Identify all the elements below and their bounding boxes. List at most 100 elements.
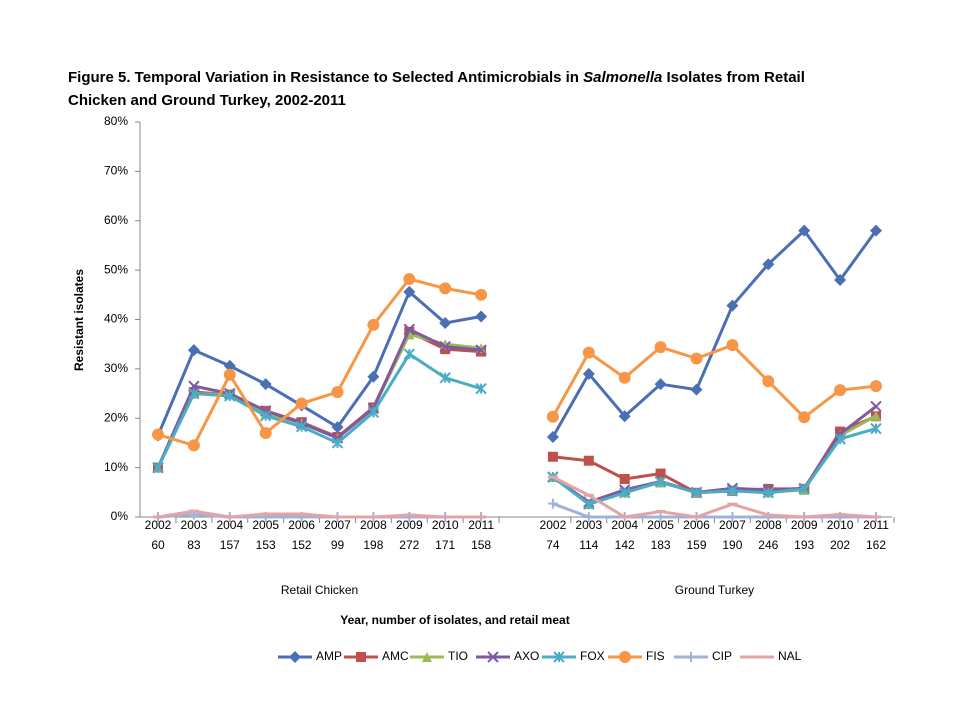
marker-shape	[798, 224, 811, 237]
marker	[475, 288, 488, 301]
legend-label: TIO	[448, 649, 468, 663]
y-tick-label: 20%	[104, 410, 128, 424]
marker-shape	[331, 386, 344, 399]
marker-shape	[152, 461, 164, 474]
marker-shape	[727, 512, 738, 522]
x-tick-label: 2009	[791, 518, 818, 532]
marker	[618, 487, 631, 499]
marker	[475, 382, 487, 395]
marker	[547, 451, 558, 462]
marker-shape	[762, 375, 775, 388]
marker-shape	[871, 410, 881, 421]
marker	[547, 498, 558, 509]
marker	[259, 378, 272, 391]
x-tick-label: 2004	[216, 518, 243, 532]
legend-label: AMC	[382, 649, 409, 663]
marker	[295, 420, 308, 433]
series-line	[551, 427, 877, 506]
legend-label: FIS	[646, 649, 665, 663]
marker-shape	[726, 485, 739, 497]
marker-shape	[439, 316, 452, 329]
y-tick-label: 50%	[104, 262, 128, 276]
marker	[762, 258, 775, 271]
marker-shape	[583, 455, 594, 466]
marker-shape	[403, 285, 416, 298]
marker-shape	[870, 400, 882, 413]
marker-shape	[762, 487, 775, 499]
marker	[259, 427, 272, 440]
x-tick-label: 2007	[324, 518, 351, 532]
marker	[583, 455, 594, 466]
marker-shape	[690, 383, 703, 396]
marker-shape	[367, 370, 380, 383]
marker-shape	[582, 367, 595, 380]
marker	[583, 512, 594, 522]
x-tick-label: 2011	[863, 518, 889, 532]
marker	[762, 375, 775, 388]
chart-title: Figure 5. Temporal Variation in Resistan…	[68, 69, 805, 86]
marker	[726, 339, 739, 352]
x-axis-title: Year, number of isolates, and retail mea…	[340, 613, 569, 627]
marker-shape	[289, 651, 301, 663]
chart-title: Chicken and Ground Turkey, 2002-2011	[68, 92, 346, 109]
marker	[834, 274, 847, 286]
x-tick-label: 2004	[611, 518, 638, 532]
y-axis-title: Resistant isolates	[72, 269, 86, 371]
marker	[870, 224, 882, 237]
marker-shape	[547, 498, 558, 509]
marker-shape	[224, 390, 236, 402]
series-line	[157, 277, 482, 447]
title-part: Isolates from Retail	[662, 69, 805, 86]
marker-shape	[618, 487, 631, 499]
title-part: Salmonella	[583, 69, 662, 86]
x-tick-label: 153	[256, 538, 276, 552]
marker-shape	[726, 339, 739, 352]
y-tick-label: 70%	[104, 164, 128, 178]
marker	[546, 431, 559, 444]
marker	[223, 359, 236, 372]
marker-shape	[834, 433, 846, 445]
marker-shape	[546, 431, 559, 444]
x-tick-label: 157	[220, 538, 240, 552]
marker	[487, 651, 499, 663]
marker-shape	[331, 437, 344, 449]
marker-shape	[618, 371, 631, 384]
y-tick-label: 30%	[104, 361, 128, 375]
marker	[582, 346, 595, 359]
marker-shape	[582, 346, 595, 359]
marker-shape	[870, 224, 882, 237]
marker	[798, 483, 810, 495]
marker-shape	[690, 352, 703, 365]
series-line	[156, 330, 482, 469]
marker	[295, 397, 308, 410]
marker	[618, 371, 631, 384]
marker	[834, 433, 846, 445]
x-tick-label: 2008	[755, 518, 782, 532]
marker	[619, 473, 630, 484]
marker	[439, 340, 451, 353]
legend-label: CIP	[712, 649, 732, 663]
marker	[367, 318, 380, 331]
marker	[870, 422, 882, 435]
series-line	[552, 475, 877, 519]
legend-label: AXO	[514, 649, 539, 663]
x-tick-label: 2002	[540, 518, 567, 532]
marker	[553, 651, 565, 663]
marker-shape	[619, 651, 631, 663]
marker-shape	[547, 451, 558, 462]
marker	[654, 341, 667, 354]
marker-shape	[187, 344, 200, 357]
marker-shape	[583, 512, 594, 522]
x-tick-label: 2003	[575, 518, 602, 532]
marker-shape	[439, 372, 451, 384]
marker-shape	[487, 651, 499, 663]
x-tick-label: 272	[399, 538, 419, 552]
legend-label: NAL	[778, 649, 802, 663]
marker	[690, 487, 703, 499]
series-line	[156, 352, 482, 469]
marker	[259, 410, 272, 422]
legend-label: AMP	[316, 649, 342, 663]
marker-shape	[619, 473, 630, 484]
marker-shape	[655, 512, 666, 522]
marker-shape	[403, 348, 416, 360]
